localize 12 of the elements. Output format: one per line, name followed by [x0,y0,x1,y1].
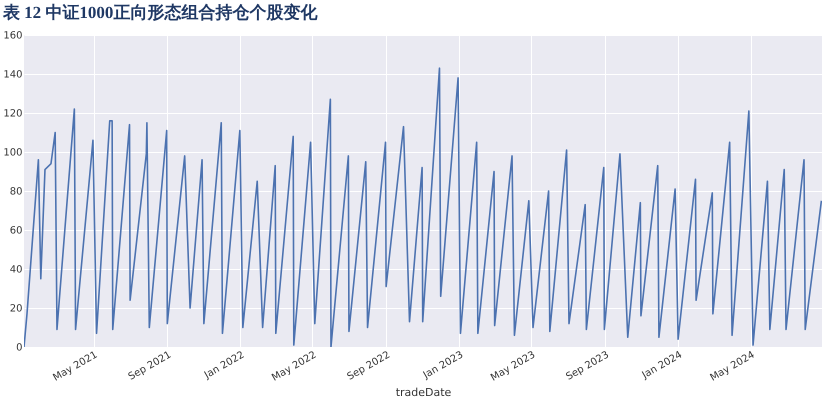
y-tick-label: 80 [10,186,22,198]
y-tick-label: 20 [10,304,22,314]
y-tick-label: 0 [16,342,22,354]
y-tick-label: 160 [3,30,22,42]
y-tick-label: 120 [3,108,22,120]
chart-title: 表 12 中证1000正向形态组合持仓个股变化 [2,3,318,22]
line-series [24,67,822,347]
y-tick-label: 60 [10,226,22,236]
y-tick-label: 40 [10,264,22,276]
y-tick-label: 140 [3,70,22,80]
x-axis-title: tradeDate [396,386,452,399]
y-tick-label: 100 [3,148,22,158]
